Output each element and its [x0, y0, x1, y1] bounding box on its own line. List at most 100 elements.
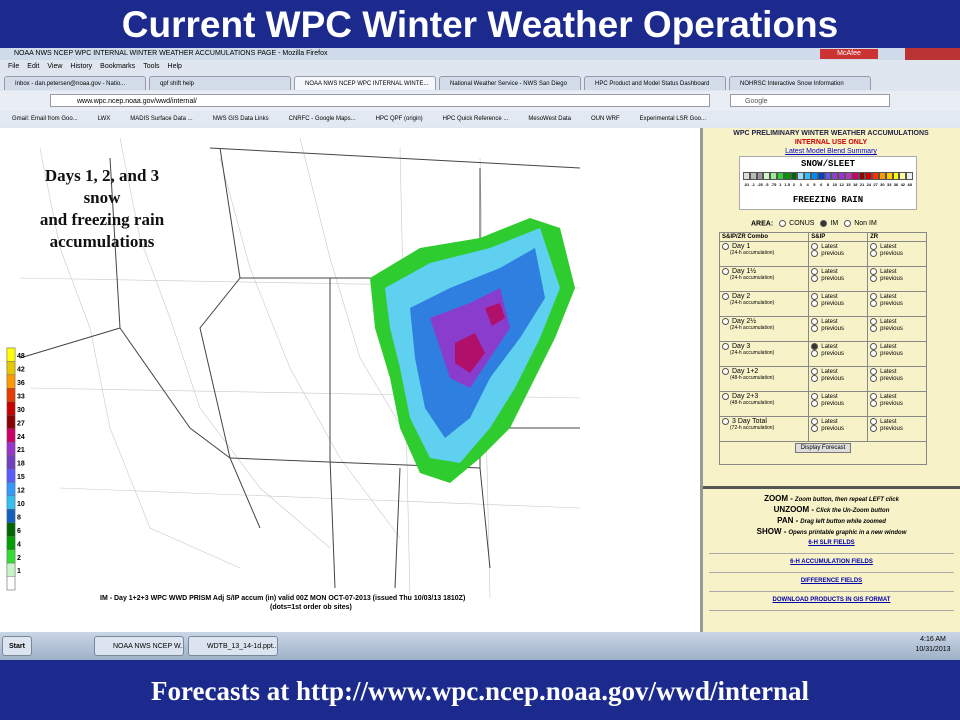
radio[interactable] [722, 268, 729, 275]
option[interactable]: Latest [870, 293, 924, 300]
option[interactable]: previous [870, 300, 924, 307]
option[interactable]: Latest [870, 318, 924, 325]
tab[interactable]: Inbox - dan.petersen@noaa.gov - Natio... [4, 76, 146, 90]
panel-link[interactable]: 6-H SLR FIELDS [709, 540, 954, 554]
radio[interactable] [811, 250, 819, 258]
row-option[interactable]: Day 1 [722, 243, 806, 250]
menu-item[interactable]: View [47, 63, 63, 70]
row-option[interactable]: Day 1½ [722, 268, 806, 275]
radio[interactable] [870, 343, 878, 350]
row-option[interactable]: Day 1+2 [722, 368, 806, 375]
tab[interactable]: qpf shift help [149, 76, 291, 90]
radio[interactable] [870, 300, 878, 308]
radio[interactable] [811, 300, 819, 308]
radio[interactable] [870, 250, 878, 258]
row-option[interactable]: 3 Day Total [722, 418, 806, 425]
bookmark[interactable]: MADIS Surface Data ... [130, 116, 193, 122]
display-button[interactable]: Display Forecast [794, 443, 852, 453]
option[interactable]: Latest [811, 418, 865, 425]
radio[interactable] [844, 220, 852, 227]
radio[interactable] [722, 343, 729, 350]
taskbar-item[interactable]: WDTB_13_14-1d.ppt... [188, 636, 278, 656]
radio[interactable] [722, 418, 729, 425]
option[interactable]: previous [811, 375, 865, 382]
row-option[interactable]: Day 2 [722, 293, 806, 300]
search-field[interactable]: Google [730, 94, 890, 107]
radio[interactable] [811, 418, 819, 425]
radio[interactable] [722, 318, 729, 325]
radio[interactable] [722, 243, 729, 250]
radio[interactable] [870, 268, 878, 275]
radio[interactable] [811, 318, 819, 325]
radio[interactable] [870, 400, 878, 408]
bookmark[interactable]: CNRFC - Google Maps... [288, 116, 356, 122]
menu-item[interactable]: File [8, 63, 20, 70]
tab[interactable]: National Weather Service - NWS San Diego [439, 76, 581, 90]
radio[interactable] [870, 418, 878, 425]
radio[interactable] [870, 275, 878, 283]
tab[interactable]: NOHRSC Interactive Snow Information [729, 76, 871, 90]
radio[interactable] [870, 393, 878, 400]
option[interactable]: previous [811, 400, 865, 407]
area-option[interactable]: CONUS [779, 220, 814, 227]
radio[interactable] [811, 400, 819, 408]
option[interactable]: previous [870, 350, 924, 357]
radio[interactable] [870, 318, 878, 325]
option[interactable]: previous [870, 375, 924, 382]
option[interactable]: Latest [811, 368, 865, 375]
option[interactable]: previous [811, 300, 865, 307]
radio[interactable] [811, 325, 819, 333]
row-option[interactable]: Day 2½ [722, 318, 806, 325]
bookmark[interactable]: Experimental LSR Goo... [639, 116, 706, 122]
radio[interactable] [722, 293, 729, 300]
option[interactable]: previous [870, 425, 924, 432]
panel-link[interactable]: 6-H ACCUMULATION FIELDS [709, 559, 954, 573]
summary-link[interactable]: Latest Model Blend Summary [785, 148, 877, 155]
area-option[interactable]: Non IM [844, 220, 877, 227]
url-field[interactable]: www.wpc.ncep.noaa.gov/wwd/internal/ [50, 94, 710, 107]
option[interactable]: Latest [870, 393, 924, 400]
radio[interactable] [870, 293, 878, 300]
option[interactable]: previous [811, 350, 865, 357]
radio[interactable] [811, 293, 819, 300]
radio[interactable] [722, 368, 729, 375]
window-controls[interactable] [905, 48, 960, 60]
radio[interactable] [722, 393, 729, 400]
radio[interactable] [811, 268, 819, 275]
tab[interactable]: HPC Product and Model Status Dashboard [584, 76, 726, 90]
panel-link[interactable]: DOWNLOAD PRODUCTS IN GIS FORMAT [709, 597, 954, 611]
radio[interactable] [870, 325, 878, 333]
bookmark[interactable]: HPC Quick Reference ... [442, 116, 509, 122]
menu-item[interactable]: Help [167, 63, 182, 70]
option[interactable]: Latest [811, 293, 865, 300]
radio[interactable] [870, 425, 878, 433]
taskbar-item[interactable]: NOAA NWS NCEP W... [94, 636, 184, 656]
radio[interactable] [811, 350, 819, 358]
option[interactable]: previous [870, 400, 924, 407]
radio[interactable] [870, 368, 878, 375]
bookmark[interactable]: MesoWest Data [528, 116, 571, 122]
radio[interactable] [811, 375, 819, 383]
option[interactable]: previous [811, 425, 865, 432]
option[interactable]: previous [811, 250, 865, 257]
option[interactable]: Latest [870, 368, 924, 375]
area-option[interactable]: IM [820, 220, 838, 227]
radio[interactable] [811, 368, 819, 375]
panel-link[interactable]: DIFFERENCE FIELDS [709, 578, 954, 592]
bookmark[interactable]: LWX [97, 116, 111, 122]
radio[interactable] [779, 220, 787, 227]
radio[interactable] [811, 243, 819, 250]
option[interactable]: previous [870, 275, 924, 282]
option[interactable]: Latest [870, 243, 924, 250]
option[interactable]: Latest [811, 393, 865, 400]
start-button[interactable]: Start [2, 636, 32, 656]
option[interactable]: Latest [870, 268, 924, 275]
row-option[interactable]: Day 2+3 [722, 393, 806, 400]
bookmark[interactable]: NWS GIS Data Links [212, 116, 269, 122]
radio[interactable] [870, 375, 878, 383]
option[interactable]: previous [870, 250, 924, 257]
radio[interactable] [811, 425, 819, 433]
bookmark[interactable]: HPC QPF (origin) [375, 116, 423, 122]
bookmark[interactable]: Gmail: Email from Goo... [12, 116, 78, 122]
row-option[interactable]: Day 3 [722, 343, 806, 350]
